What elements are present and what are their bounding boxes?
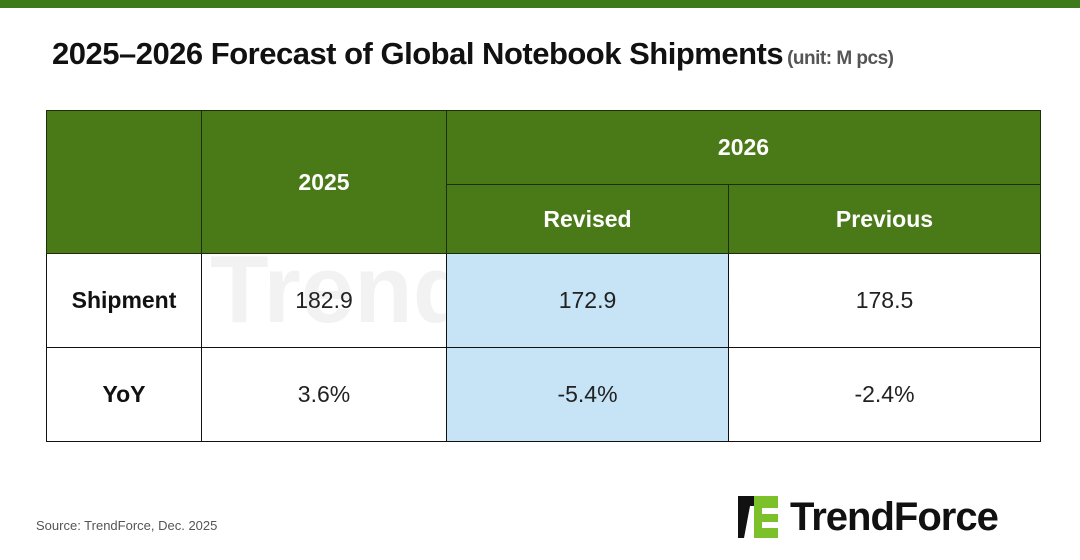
cell-revised: 172.9	[446, 253, 729, 348]
title-text: 2025–2026 Forecast of Global Notebook Sh…	[52, 36, 784, 71]
row-label: Shipment	[46, 253, 202, 348]
top-accent-bar	[0, 0, 1080, 8]
table-row: YoY 3.6% -5.4% -2.4%	[46, 347, 1042, 442]
trendforce-logo: TrendForce	[738, 494, 999, 540]
cell-revised: -5.4%	[446, 347, 729, 442]
cell-2025: 182.9	[201, 253, 447, 348]
header-revised: Revised	[446, 184, 729, 254]
cell-previous: -2.4%	[727, 347, 1042, 442]
cell-2025: 3.6%	[201, 347, 447, 442]
unit-label: (unit: M pcs)	[787, 48, 894, 69]
header-2025: 2025	[201, 110, 447, 254]
cell-previous: 178.5	[727, 253, 1042, 348]
header-blank	[46, 110, 202, 254]
header-2026: 2026	[445, 110, 1042, 185]
trendforce-logo-icon	[738, 496, 778, 538]
page-title: 2025–2026 Forecast of Global Notebook Sh…	[52, 36, 894, 72]
header-previous: Previous	[727, 184, 1042, 254]
table-row: Shipment 182.9 172.9 178.5	[46, 253, 1042, 348]
source-note: Source: TrendForce, Dec. 2025	[36, 518, 218, 533]
logo-text: TrendForce	[790, 494, 999, 539]
forecast-table: 2025 2026 Revised Previous Shipment 182.…	[46, 110, 1042, 442]
row-label: YoY	[46, 347, 202, 442]
